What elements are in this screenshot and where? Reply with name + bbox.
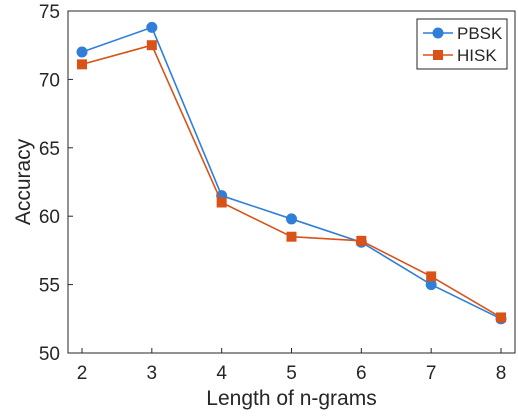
y-tick-label: 75	[39, 2, 60, 23]
legend-box	[416, 18, 508, 70]
legend-marker	[433, 50, 443, 60]
legend-item-hisk: HISK	[423, 46, 497, 65]
y-tick-label: 70	[39, 70, 60, 91]
pbsk-point	[425, 279, 437, 291]
pbsk-point	[146, 21, 158, 33]
pbsk-point	[286, 213, 297, 225]
hisk-point	[77, 59, 87, 70]
plot-area-border	[67, 10, 516, 354]
x-tick-label: 5	[286, 363, 297, 384]
x-tick-label: 7	[426, 363, 437, 384]
hisk-point	[356, 235, 367, 246]
legend-label: HISK	[457, 46, 497, 65]
hisk-line	[81, 44, 502, 319]
x-tick-label: 8	[496, 363, 507, 384]
legend-item-pbsk: PBSK	[423, 24, 503, 43]
pbsk-point	[76, 46, 88, 58]
hisk-point	[146, 40, 157, 51]
y-tick-label: 55	[39, 276, 60, 297]
y-tick-label: 50	[39, 344, 60, 365]
hisk-point	[216, 197, 227, 208]
y-axis-ticks: 50 55 60 65 70 75	[39, 2, 73, 365]
y-tick-label: 65	[39, 139, 60, 160]
x-tick-label: 6	[356, 363, 367, 384]
pbsk-line	[81, 26, 502, 320]
legend-marker	[432, 27, 444, 39]
series-hisk	[77, 40, 506, 323]
hisk-point	[496, 312, 506, 323]
hisk-point	[426, 271, 437, 282]
legend-label: PBSK	[457, 24, 503, 43]
legend: PBSK HISK	[416, 18, 508, 70]
y-axis-title: Accuracy	[12, 138, 35, 225]
x-axis-ticks: 2 3 4 5 6 7 8	[77, 348, 507, 384]
x-tick-label: 2	[77, 363, 88, 384]
x-tick-label: 3	[147, 363, 158, 384]
hisk-point	[286, 231, 297, 242]
y-tick-label: 60	[39, 207, 60, 228]
x-tick-label: 4	[216, 363, 227, 384]
series-group	[76, 21, 507, 325]
x-axis-title: Length of n-grams	[206, 387, 376, 410]
